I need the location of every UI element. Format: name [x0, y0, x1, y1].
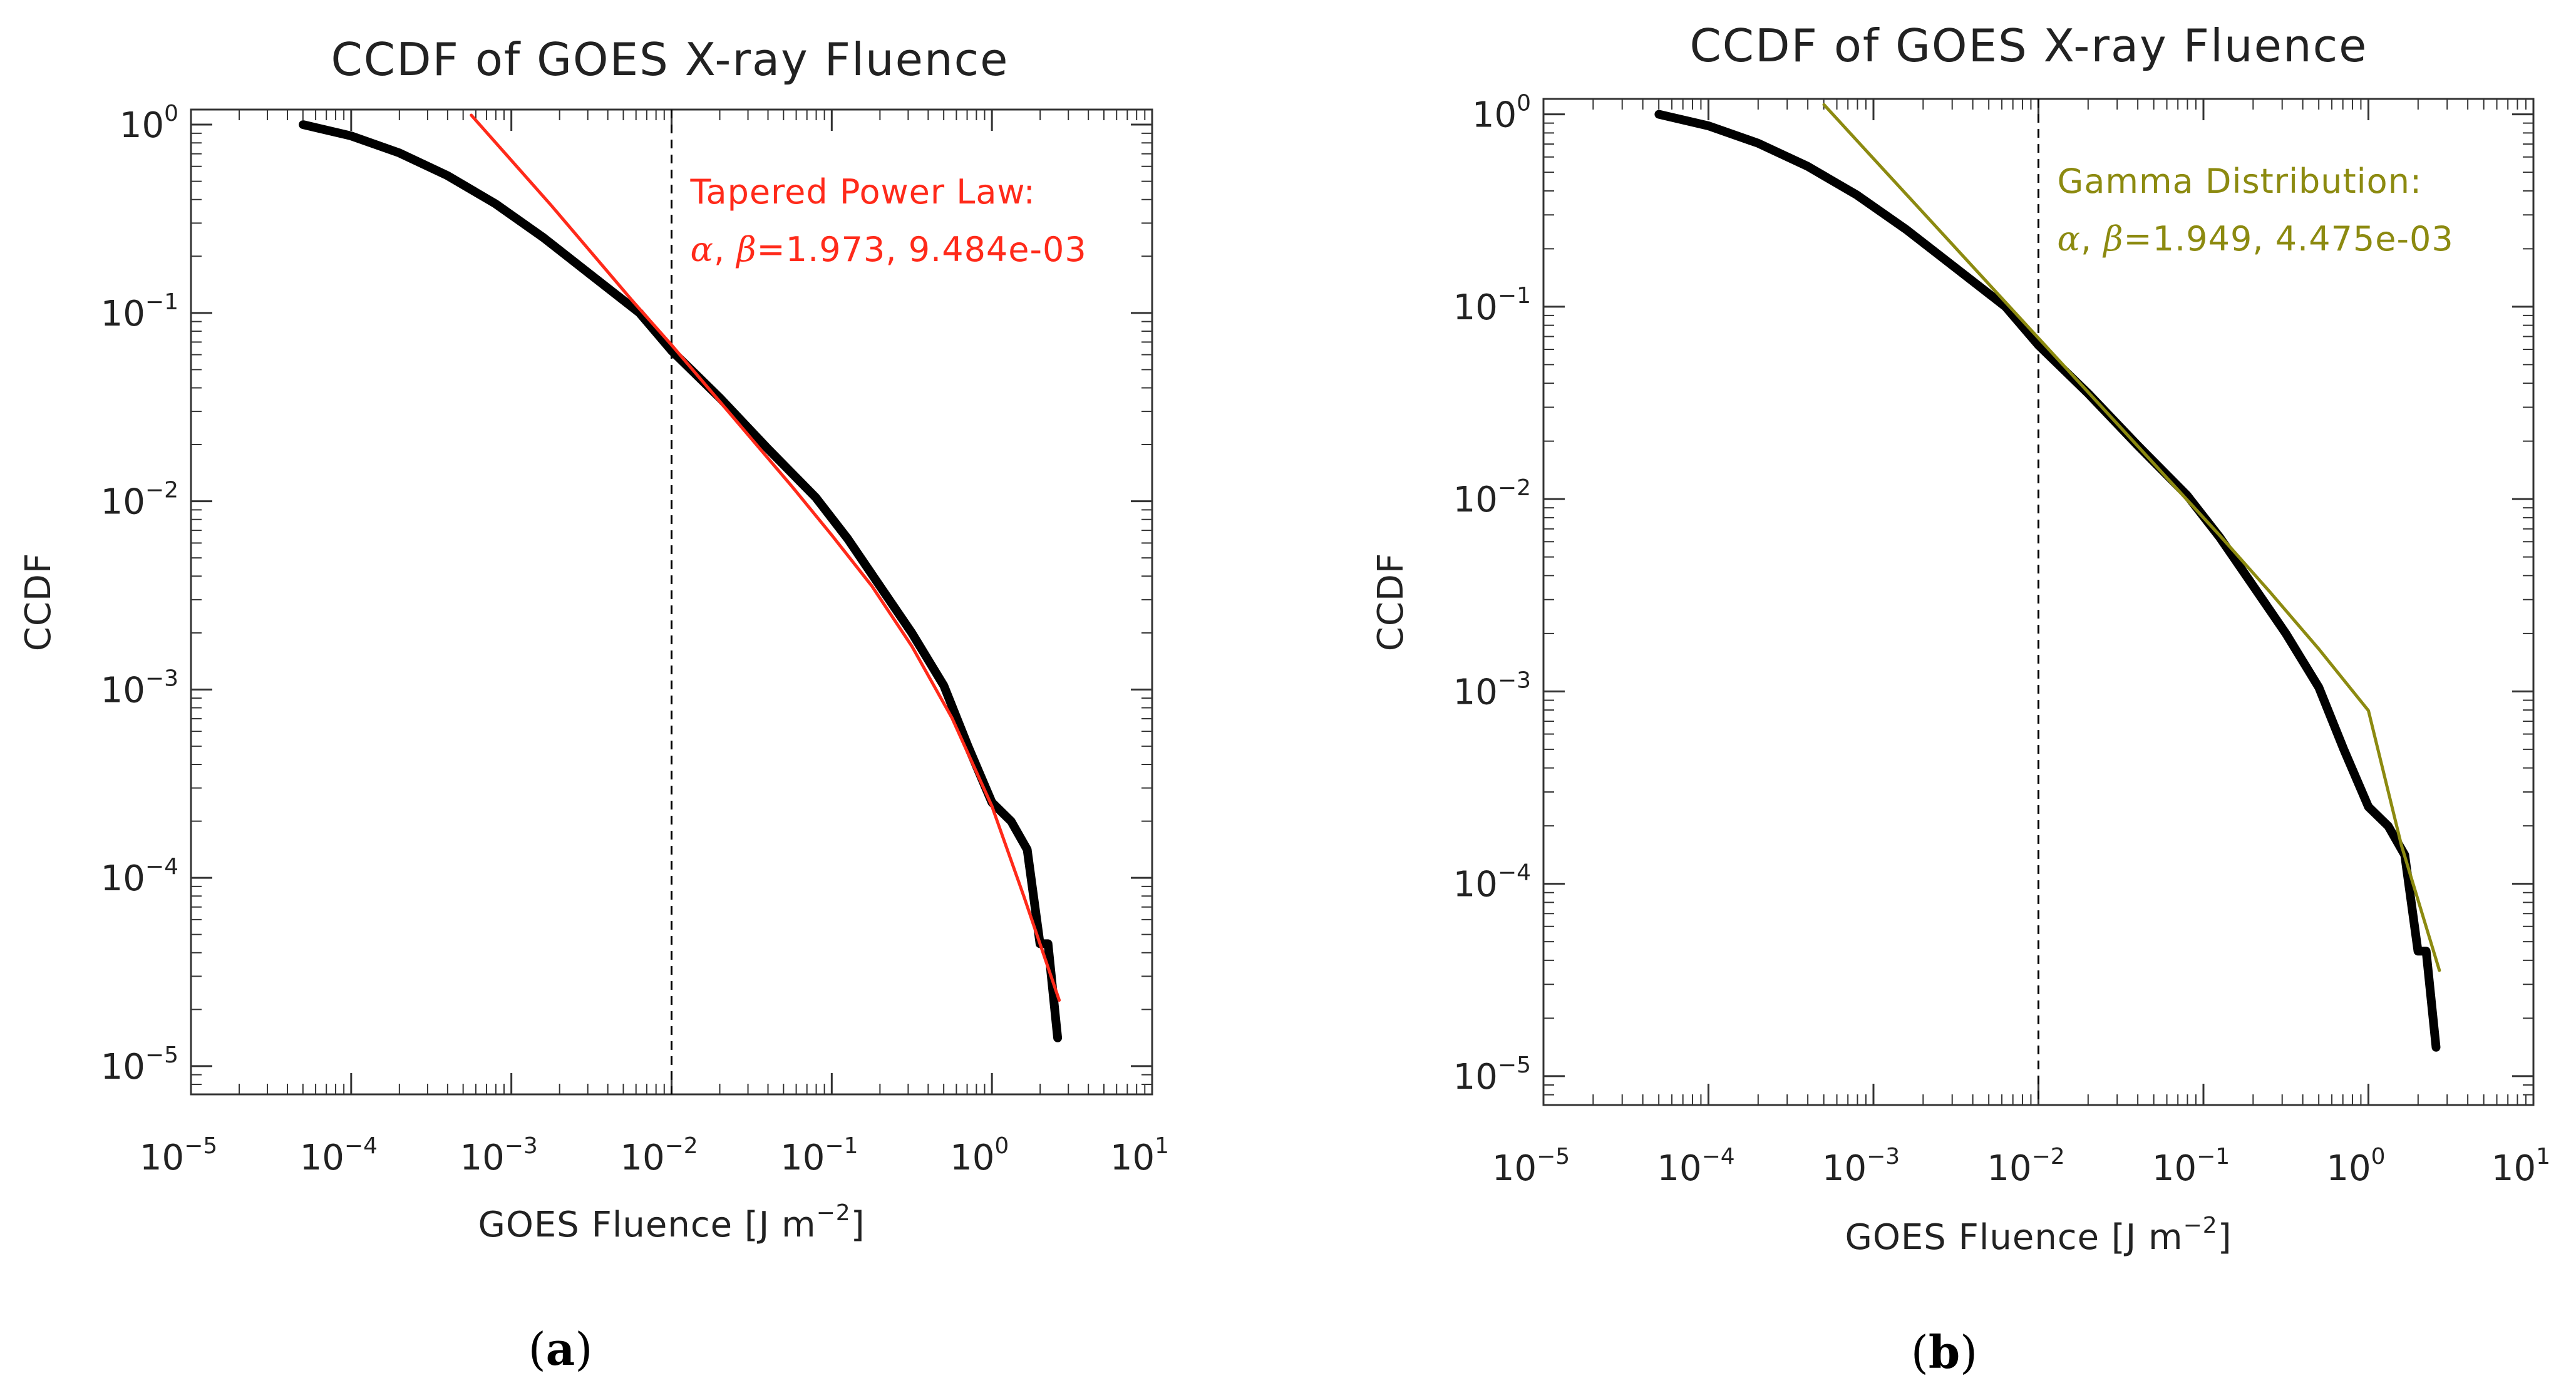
y-tick-label: 10−1 — [1453, 283, 1531, 328]
fit-series — [470, 113, 1061, 1002]
fit-series — [1822, 103, 2441, 972]
y-tick-label: 100 — [1472, 91, 1531, 136]
y-tick-label: 100 — [120, 101, 178, 146]
data-point — [2364, 803, 2372, 811]
data-point — [2432, 1043, 2440, 1051]
empirical-series — [1654, 110, 2441, 1052]
y-tick-label: 10−5 — [101, 1042, 178, 1087]
x-axis-label: GOES Fluence [J m−2] — [478, 1200, 865, 1245]
y-tick-label: 10−1 — [101, 289, 178, 334]
data-point — [2422, 947, 2430, 955]
empirical-ccdf-line — [1654, 110, 2441, 1052]
panel-a: 10−5 10−4 10−3 10−2 10−1 100 101 10−5 10−4 10−3 10… — [18, 33, 1169, 1375]
y-tick-label: 10−3 — [101, 666, 178, 711]
y-tick-label: 10−2 — [101, 478, 178, 523]
tick-marks — [1542, 99, 2535, 1105]
x-tick-label: 101 — [2491, 1144, 2550, 1189]
x-tick-label: 100 — [950, 1133, 1009, 1178]
y-tick-label: 10−4 — [1453, 860, 1531, 905]
chart-title: CCDF of GOES X-ray Fluence — [1690, 19, 2368, 72]
y-axis-label: CCDF — [18, 553, 59, 652]
x-tick-label: 10−1 — [2152, 1144, 2230, 1189]
y-axis-label: CCDF — [1371, 553, 1411, 652]
empirical-ccdf-line — [299, 120, 1063, 1042]
x-tick-label: 10−3 — [1822, 1144, 1900, 1189]
x-tick-label: 101 — [1110, 1133, 1169, 1178]
panel-label: (a) — [528, 1322, 593, 1375]
data-point — [1023, 846, 1031, 854]
y-tick-label: 10−3 — [1453, 667, 1531, 712]
x-tick-label: 10−2 — [620, 1133, 698, 1178]
panel-label: (b) — [1911, 1325, 1978, 1379]
y-tick-label: 10−5 — [1453, 1052, 1531, 1097]
data-point — [1044, 940, 1052, 948]
x-tick-label: 10−4 — [300, 1133, 378, 1178]
data-point — [1007, 817, 1015, 825]
x-tick-label: 10−4 — [1657, 1144, 1734, 1189]
x-tick-label: 10−1 — [780, 1133, 858, 1178]
x-tick-label: 10−2 — [1987, 1144, 2064, 1189]
x-axis-label: GOES Fluence [J m−2] — [1845, 1213, 2232, 1258]
data-point — [1054, 1034, 1062, 1042]
fit-line — [1822, 103, 2441, 972]
x-tick-label: 10−5 — [140, 1133, 217, 1178]
annotation-fit-params: α, β=1.973, 9.484e-03 — [691, 230, 1087, 269]
x-tick-label: 10−3 — [460, 1133, 537, 1178]
data-point — [2384, 822, 2393, 830]
x-tick-label: 10−5 — [1492, 1144, 1570, 1189]
annotation-fit-name: Tapered Power Law: — [690, 172, 1036, 212]
x-tick-label: 100 — [2326, 1144, 2385, 1189]
annotation-fit-params: α, β=1.949, 4.475e-03 — [2058, 219, 2454, 259]
y-tick-label: 10−2 — [1453, 475, 1531, 520]
y-tick-label: 10−4 — [101, 854, 178, 899]
data-point — [2414, 947, 2422, 955]
chart-title: CCDF of GOES X-ray Fluence — [331, 33, 1009, 86]
fit-line — [470, 113, 1061, 1002]
panel-b: 10−5 10−4 10−3 10−2 10−1 100 101 10−5 10−4 10−3 10… — [1371, 19, 2550, 1379]
annotation-fit-name: Gamma Distribution: — [2058, 162, 2423, 201]
